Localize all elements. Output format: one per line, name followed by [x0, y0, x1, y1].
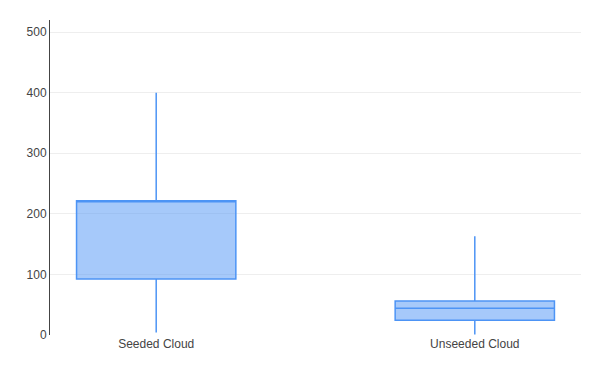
- svg-text:500: 500: [27, 25, 47, 39]
- svg-text:100: 100: [27, 268, 47, 282]
- svg-text:300: 300: [27, 146, 47, 160]
- svg-text:400: 400: [27, 86, 47, 100]
- svg-text:Unseeded Cloud: Unseeded Cloud: [430, 337, 519, 351]
- svg-text:200: 200: [27, 207, 47, 221]
- svg-text:Seeded Cloud: Seeded Cloud: [118, 337, 194, 351]
- svg-text:0: 0: [40, 328, 47, 342]
